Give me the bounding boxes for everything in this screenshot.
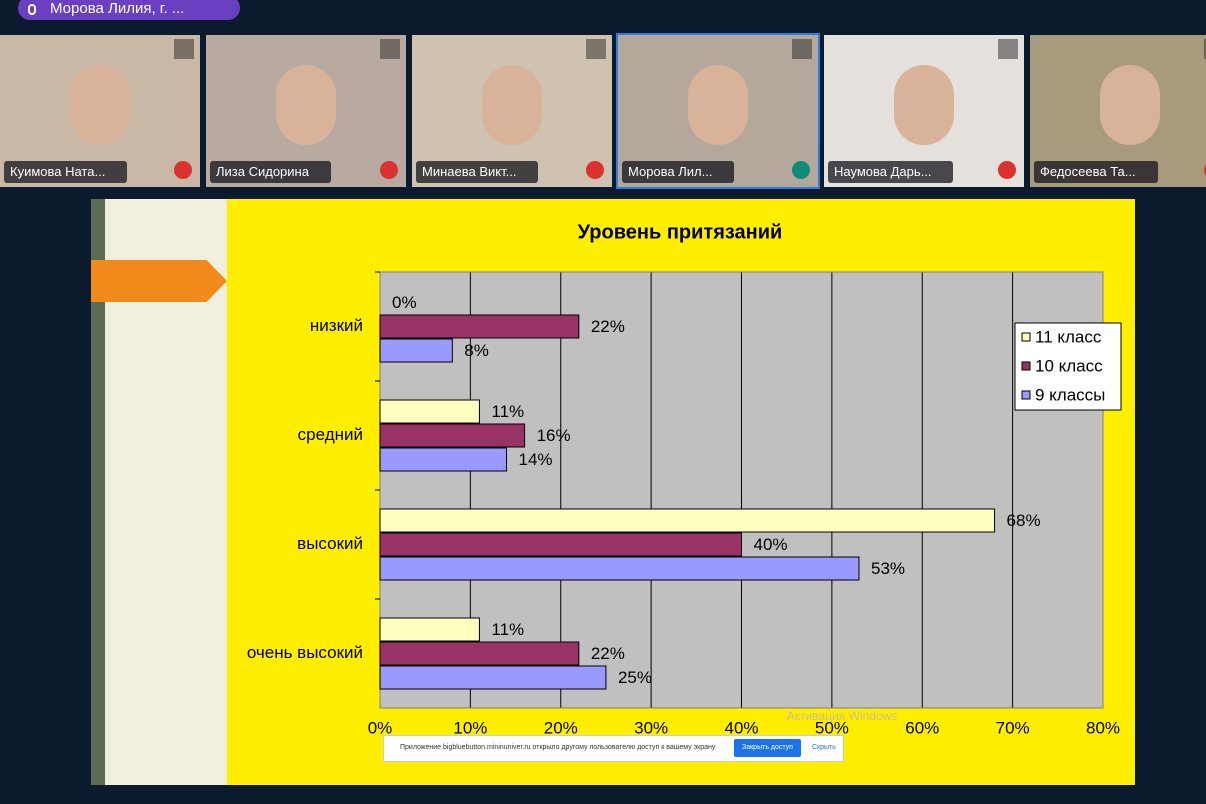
mic-status (174, 161, 192, 179)
mic-icon (28, 4, 36, 15)
x-tick-label: 50% (815, 718, 849, 737)
expand-button[interactable] (792, 39, 812, 59)
video-feed (688, 65, 748, 145)
participant-name[interactable]: Наумова Дарь... (828, 161, 954, 183)
mic-status (998, 161, 1016, 179)
bar (379, 338, 453, 363)
mic-status (1204, 161, 1206, 179)
bar (379, 556, 860, 581)
stop-sharing-button[interactable]: Закрыть доступ (734, 739, 801, 757)
expand-button[interactable] (998, 39, 1018, 59)
participant-name[interactable]: Морова Лил... (622, 161, 735, 183)
bar (379, 399, 480, 424)
data-label: 22% (591, 644, 625, 663)
data-label: 0% (392, 293, 417, 312)
data-label: 22% (591, 317, 625, 336)
x-tick-label: 40% (724, 718, 758, 737)
x-tick-label: 60% (905, 718, 939, 737)
video-feed (482, 65, 542, 145)
video-feed (70, 65, 130, 145)
participant-name[interactable]: Федосеева Та... (1034, 161, 1158, 183)
x-tick-label: 80% (1086, 718, 1120, 737)
data-label: 68% (1007, 511, 1041, 530)
data-label: 8% (464, 341, 489, 360)
slide: Уровень притязаний Активация Windows 0% 1… (91, 199, 1135, 785)
data-label: 16% (537, 426, 571, 445)
data-label: 53% (871, 559, 905, 578)
video-feed (276, 65, 336, 145)
participant-tile[interactable]: Наумова Дарь... (824, 35, 1024, 187)
participant-tile[interactable]: Минаева Викт... (412, 35, 612, 187)
legend-box (1014, 322, 1122, 411)
legend-swatch (1021, 361, 1031, 371)
bar (379, 641, 580, 666)
expand-button[interactable] (1204, 39, 1206, 59)
legend-label: 10 класс (1035, 356, 1103, 375)
participant-tile[interactable]: Морова Лил... (616, 33, 820, 189)
slide-decoration (91, 199, 227, 785)
participant-tile[interactable]: Лиза Сидорина (206, 35, 406, 187)
watermark: Активация Windows (787, 709, 898, 723)
mic-status (380, 161, 398, 179)
chart: Уровень притязаний Активация Windows 0% 1… (227, 199, 1135, 785)
participant-tile[interactable]: Федосеева Та... (1030, 35, 1206, 187)
data-label: 40% (754, 535, 788, 554)
notification-text: Приложение bigbluebutton.mininuniver.ru … (400, 744, 716, 751)
x-tick-label: 30% (634, 718, 668, 737)
bar (379, 532, 742, 557)
video-feed (1100, 65, 1160, 145)
legend-swatch (1021, 390, 1031, 400)
legend-label: 11 класс (1035, 327, 1102, 346)
data-label: 14% (519, 450, 553, 469)
chart-title: Уровень притязаний (578, 221, 783, 243)
participant-name[interactable]: Лиза Сидорина (210, 161, 331, 183)
data-label: 11% (491, 620, 524, 639)
expand-button[interactable] (174, 39, 194, 59)
video-feed (894, 65, 954, 145)
x-tick-label: 10% (453, 718, 487, 737)
mic-status (586, 161, 604, 179)
expand-button[interactable] (380, 39, 400, 59)
presenter-name: Морова Лилия, г. ... (50, 0, 185, 17)
x-tick-label: 70% (996, 718, 1030, 737)
expand-button[interactable] (586, 39, 606, 59)
x-tick-label: 0% (368, 718, 393, 737)
data-label: 11% (491, 402, 524, 421)
data-label: 25% (618, 668, 652, 687)
participant-tile[interactable]: Куимова Ната... (0, 35, 200, 187)
x-tick-label: 20% (544, 718, 578, 737)
participant-name[interactable]: Минаева Викт... (416, 161, 539, 183)
bar (379, 423, 526, 448)
presenter-badge[interactable]: Морова Лилия, г. ... (18, 0, 240, 20)
hide-link[interactable]: Скрыть (812, 744, 836, 751)
share-notification: Приложение bigbluebutton.mininuniver.ru … (383, 735, 844, 762)
mic-status (792, 161, 810, 179)
bar (379, 508, 996, 533)
y-tick-label: средний (298, 425, 363, 444)
arrow-shape (91, 260, 227, 302)
participant-name[interactable]: Куимова Ната... (4, 161, 128, 183)
bar (379, 314, 580, 339)
y-tick-label: очень высокий (247, 643, 363, 662)
legend-swatch (1021, 332, 1031, 342)
bar (379, 617, 480, 642)
y-tick-label: низкий (310, 316, 363, 335)
legend-label: 9 классы (1035, 385, 1105, 404)
bar (379, 665, 607, 690)
y-tick-label: высокий (297, 534, 363, 553)
bar (379, 447, 508, 472)
